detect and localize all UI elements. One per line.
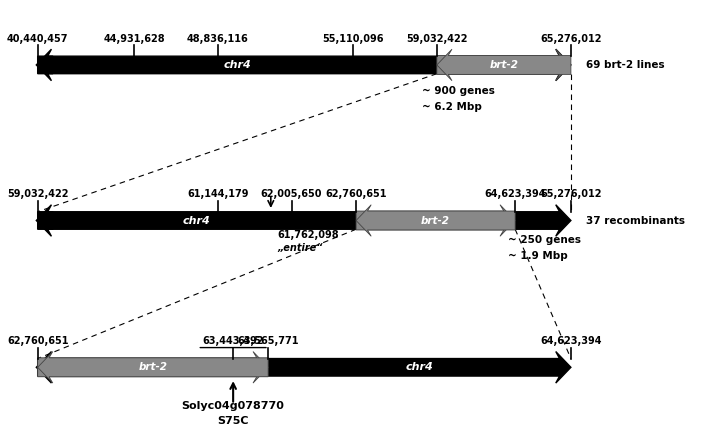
Text: brt-2: brt-2 [138,363,167,372]
FancyArrow shape [36,351,52,383]
Text: 62,760,651: 62,760,651 [325,190,387,199]
Text: 65,276,012: 65,276,012 [540,34,602,44]
Text: 40,440,457: 40,440,457 [7,34,69,44]
Text: 62,760,651: 62,760,651 [7,336,69,346]
Text: 61,762,098: 61,762,098 [278,230,340,240]
FancyArrow shape [38,49,571,81]
Text: chr4: chr4 [406,363,433,372]
Text: chr4: chr4 [223,60,251,70]
Text: 63,443,492: 63,443,492 [202,336,264,346]
Text: brt-2: brt-2 [421,216,450,225]
Text: 59,032,422: 59,032,422 [406,34,468,44]
Text: 55,110,096: 55,110,096 [322,34,384,44]
Text: 61,144,179: 61,144,179 [187,190,249,199]
Text: S75C: S75C [218,416,249,426]
Text: 63,565,771: 63,565,771 [238,336,299,346]
FancyArrow shape [38,205,571,236]
Text: 37 recombinants: 37 recombinants [586,216,685,225]
Text: 64,623,394: 64,623,394 [540,336,602,346]
FancyArrow shape [38,351,268,383]
FancyArrow shape [356,205,515,236]
FancyArrow shape [437,49,571,81]
Text: 69 brt-2 lines: 69 brt-2 lines [586,60,664,70]
Text: 59,032,422: 59,032,422 [7,190,69,199]
Text: ~ 900 genes: ~ 900 genes [422,86,494,96]
Text: 44,931,628: 44,931,628 [104,34,165,44]
FancyArrow shape [38,351,571,383]
FancyArrow shape [36,205,52,236]
Text: „entire“: „entire“ [278,243,323,254]
FancyArrow shape [36,49,52,81]
Text: ~ 250 genes: ~ 250 genes [508,235,581,245]
Text: 48,836,116: 48,836,116 [187,34,249,44]
Text: brt-2: brt-2 [489,60,518,70]
FancyArrow shape [38,351,268,383]
Text: Solyc04g078770: Solyc04g078770 [182,401,284,411]
Text: chr4: chr4 [183,216,211,225]
Text: 62,005,650: 62,005,650 [261,190,323,199]
FancyArrow shape [356,205,515,236]
FancyArrow shape [437,49,571,81]
Text: 64,623,394: 64,623,394 [484,190,546,199]
Text: ~ 6.2 Mbp: ~ 6.2 Mbp [422,101,481,112]
Text: 65,276,012: 65,276,012 [540,190,602,199]
Text: ~ 1.9 Mbp: ~ 1.9 Mbp [508,250,568,261]
